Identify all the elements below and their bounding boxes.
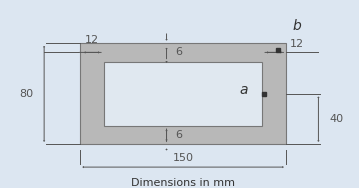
- Text: b: b: [293, 19, 302, 33]
- Text: 12: 12: [290, 39, 304, 49]
- Bar: [80, 43, 286, 144]
- Text: 12: 12: [85, 35, 99, 45]
- Text: a: a: [239, 83, 248, 97]
- Text: 6: 6: [176, 47, 182, 57]
- Bar: [104, 61, 262, 126]
- Text: Dimensions in mm: Dimensions in mm: [131, 178, 235, 188]
- Text: 40: 40: [329, 114, 343, 124]
- Text: 80: 80: [19, 89, 33, 99]
- Text: 150: 150: [173, 153, 194, 163]
- Text: 6: 6: [176, 130, 182, 140]
